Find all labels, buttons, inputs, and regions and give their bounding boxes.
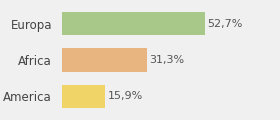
Bar	[62, 12, 205, 35]
Bar	[62, 48, 147, 72]
Text: 52,7%: 52,7%	[207, 19, 243, 29]
Text: 31,3%: 31,3%	[150, 55, 185, 65]
Text: 15,9%: 15,9%	[108, 91, 143, 101]
Bar	[62, 85, 105, 108]
